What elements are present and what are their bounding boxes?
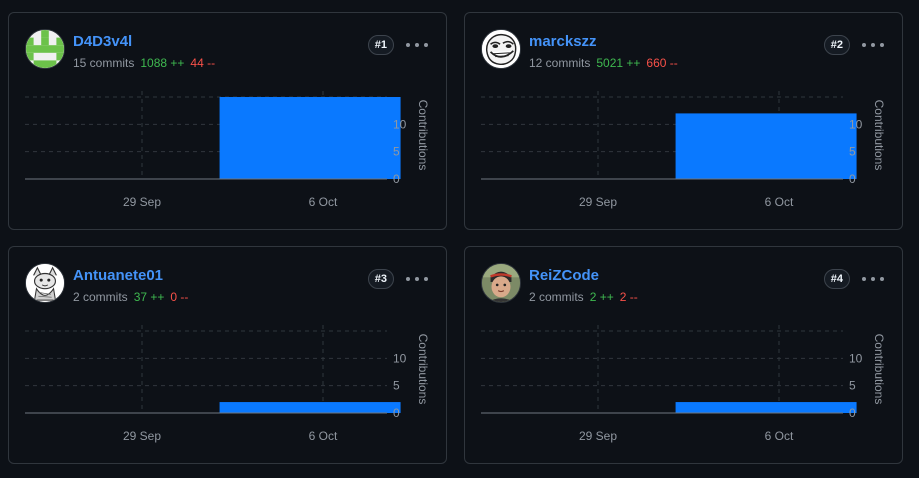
x-tick-label: 29 Sep xyxy=(579,195,617,209)
x-tick-label: 6 Oct xyxy=(309,195,338,209)
rank-badge: #1 xyxy=(368,35,394,55)
contributions-chart: 0 5 10 29 Sep 6 Oct Contributions xyxy=(9,317,446,457)
y-axis-label: Contributions xyxy=(872,100,886,171)
y-tick-label: 5 xyxy=(849,145,856,159)
y-tick-label: 0 xyxy=(393,172,400,186)
x-tick-label: 6 Oct xyxy=(765,195,794,209)
contribution-bar xyxy=(676,113,857,179)
contributor-username[interactable]: D4D3v4l xyxy=(73,33,132,50)
contributor-stats: 2 commits 2 ++ 2 -- xyxy=(529,290,638,304)
contributor-username[interactable]: Antuanete01 xyxy=(73,267,163,284)
y-tick-label: 0 xyxy=(393,406,400,420)
commit-count[interactable]: 15 commits xyxy=(73,56,134,70)
y-tick-label: 0 xyxy=(849,406,856,420)
x-tick-label: 29 Sep xyxy=(579,429,617,443)
x-tick-label: 29 Sep xyxy=(123,195,161,209)
contributions-chart: 0 5 10 29 Sep 6 Oct Contributions xyxy=(9,83,446,223)
contributor-username[interactable]: marckszz xyxy=(529,33,597,50)
y-axis-label: Contributions xyxy=(416,100,430,171)
y-tick-label: 10 xyxy=(849,351,863,365)
y-tick-label: 5 xyxy=(393,145,400,159)
contributor-stats: 12 commits 5021 ++ 660 -- xyxy=(529,56,678,70)
contributor-username[interactable]: ReiZCode xyxy=(529,267,599,284)
avatar[interactable] xyxy=(25,29,65,69)
rank-badge: #3 xyxy=(368,269,394,289)
contributor-card: D4D3v4l 15 commits 1088 ++ 44 -- #1 0 5 10 29… xyxy=(8,12,447,230)
kebab-icon xyxy=(406,43,410,47)
deletions-count: 44 -- xyxy=(190,56,215,70)
deletions-count: 2 -- xyxy=(620,290,638,304)
rank-badge: #4 xyxy=(824,269,850,289)
contributions-chart: 0 5 10 29 Sep 6 Oct Contributions xyxy=(465,317,902,457)
rank-badge: #2 xyxy=(824,35,850,55)
contributor-card: Antuanete01 2 commits 37 ++ 0 -- #3 0 5 10 29… xyxy=(8,246,447,464)
x-tick-label: 29 Sep xyxy=(123,429,161,443)
more-options-button[interactable] xyxy=(862,271,884,287)
contributor-card: ReiZCode 2 commits 2 ++ 2 -- #4 0 5 10 29 Sep… xyxy=(464,246,903,464)
y-axis-label: Contributions xyxy=(872,334,886,405)
y-tick-label: 10 xyxy=(849,117,863,131)
deletions-count: 0 -- xyxy=(170,290,188,304)
contribution-bar xyxy=(220,97,401,179)
x-tick-label: 6 Oct xyxy=(765,429,794,443)
additions-count: 2 ++ xyxy=(590,290,614,304)
commit-count[interactable]: 12 commits xyxy=(529,56,590,70)
y-tick-label: 5 xyxy=(393,379,400,393)
y-tick-label: 10 xyxy=(393,351,407,365)
additions-count: 1088 ++ xyxy=(140,56,184,70)
kebab-icon xyxy=(406,277,410,281)
y-tick-label: 0 xyxy=(849,172,856,186)
contribution-bar xyxy=(220,402,401,413)
commit-count[interactable]: 2 commits xyxy=(529,290,584,304)
y-tick-label: 10 xyxy=(393,117,407,131)
y-axis-label: Contributions xyxy=(416,334,430,405)
troll-face-icon xyxy=(482,30,520,68)
additions-count: 5021 ++ xyxy=(596,56,640,70)
more-options-button[interactable] xyxy=(862,37,884,53)
contributor-stats: 2 commits 37 ++ 0 -- xyxy=(73,290,188,304)
sketch-animal-icon xyxy=(26,264,64,302)
x-tick-label: 6 Oct xyxy=(309,429,338,443)
pixel-identicon-icon xyxy=(26,30,64,68)
y-tick-label: 5 xyxy=(849,379,856,393)
deletions-count: 660 -- xyxy=(646,56,677,70)
kebab-icon xyxy=(862,43,866,47)
contributor-card: marckszz 12 commits 5021 ++ 660 -- #2 0 5 10… xyxy=(464,12,903,230)
avatar[interactable] xyxy=(25,263,65,303)
more-options-button[interactable] xyxy=(406,271,428,287)
contributor-stats: 15 commits 1088 ++ 44 -- xyxy=(73,56,215,70)
photo-person-icon xyxy=(482,264,520,302)
avatar[interactable] xyxy=(481,29,521,69)
kebab-icon xyxy=(862,277,866,281)
additions-count: 37 ++ xyxy=(134,290,165,304)
more-options-button[interactable] xyxy=(406,37,428,53)
contributions-chart: 0 5 10 29 Sep 6 Oct Contributions xyxy=(465,83,902,223)
avatar[interactable] xyxy=(481,263,521,303)
contribution-bar xyxy=(676,402,857,413)
commit-count[interactable]: 2 commits xyxy=(73,290,128,304)
